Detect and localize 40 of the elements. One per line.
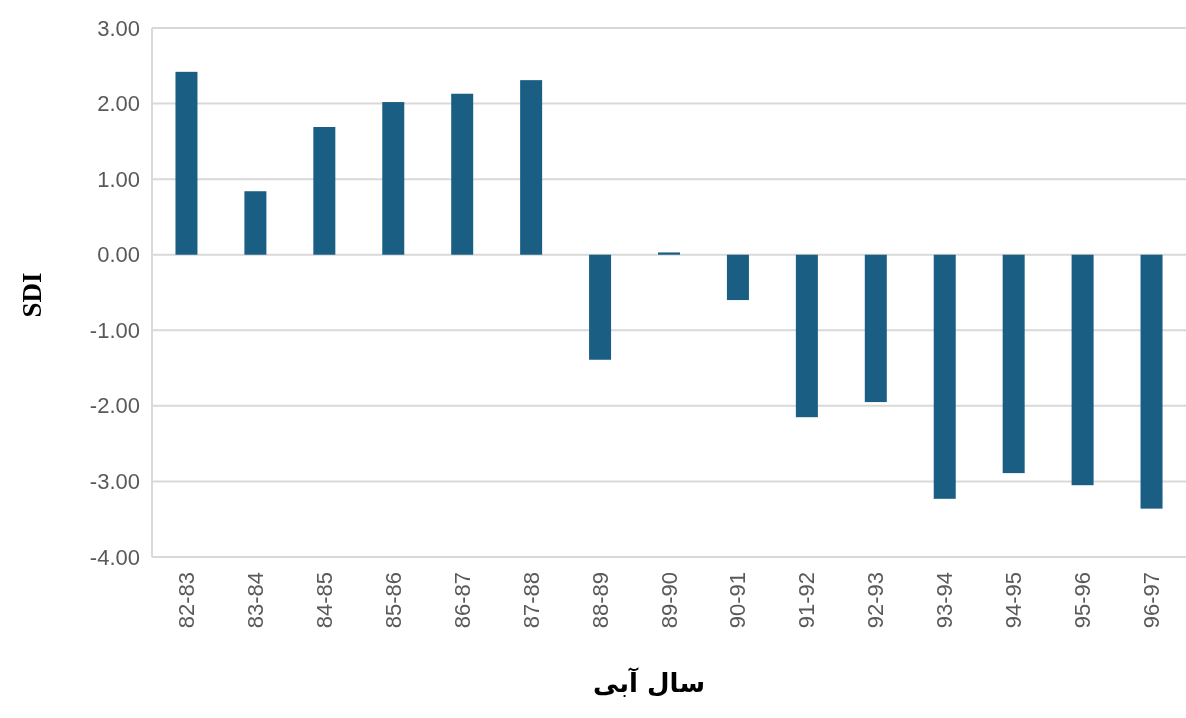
x-tick-label: 89-90 (656, 572, 682, 629)
bar (451, 93, 474, 255)
x-tick-label: 91-92 (794, 572, 820, 629)
bar (864, 254, 887, 403)
bar (520, 80, 543, 255)
y-tick-label: 0.00 (97, 242, 140, 268)
bar (244, 191, 267, 255)
x-tick-label: 84-85 (311, 572, 337, 629)
x-tick-label: 93-94 (932, 572, 958, 629)
x-tick-label: 92-93 (863, 572, 889, 629)
bar (313, 127, 336, 255)
x-tick-label: 82-83 (173, 572, 199, 629)
x-tick-label: 83-84 (242, 572, 268, 629)
bar (1140, 254, 1163, 509)
bar (658, 252, 680, 255)
x-tick-label: 85-86 (380, 572, 406, 629)
x-tick-label: 86-87 (449, 572, 475, 629)
y-tick-label: -4.00 (89, 544, 140, 570)
bar (1002, 254, 1025, 474)
y-tick-label: 1.00 (97, 166, 140, 192)
x-tick-label: 87-88 (518, 572, 544, 629)
x-tick-label: 96-97 (1139, 572, 1165, 629)
x-axis-title: سال آبی (593, 667, 705, 698)
bar (589, 254, 612, 360)
bar (795, 254, 818, 418)
y-tick-label: -1.00 (89, 317, 140, 343)
bar (1071, 254, 1094, 486)
bar (726, 254, 749, 301)
y-tick-label: 3.00 (97, 15, 140, 41)
x-tick-label: 95-96 (1070, 572, 1096, 629)
x-tick-label: 94-95 (1001, 572, 1027, 629)
y-axis-title: SDI (17, 272, 47, 318)
bar (382, 102, 405, 255)
bar (175, 71, 198, 255)
y-tick-label: 2.00 (97, 91, 140, 117)
x-tick-label: 88-89 (587, 572, 613, 629)
bar (933, 254, 956, 499)
y-tick-label: -2.00 (89, 393, 140, 419)
y-tick-label: -3.00 (89, 468, 140, 494)
x-tick-label: 90-91 (725, 572, 751, 629)
